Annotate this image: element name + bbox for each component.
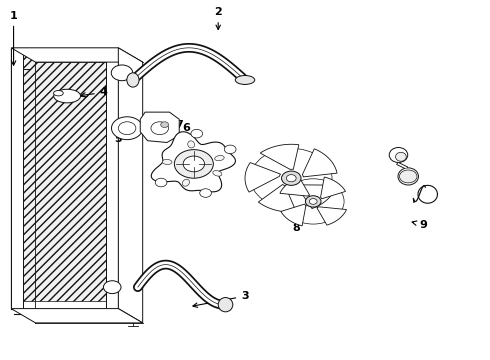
Bar [106,48,118,309]
Ellipse shape [218,297,233,312]
Ellipse shape [54,89,80,103]
Circle shape [103,281,121,294]
Polygon shape [297,185,337,208]
Polygon shape [140,112,179,143]
Ellipse shape [53,90,63,96]
Ellipse shape [389,148,408,162]
Text: 8: 8 [292,211,300,233]
Ellipse shape [215,156,224,161]
Ellipse shape [162,159,172,165]
Text: 4: 4 [81,87,108,98]
Polygon shape [281,204,306,226]
Bar [24,55,106,301]
Circle shape [200,189,212,197]
Polygon shape [11,48,143,62]
Bar [11,48,24,309]
Ellipse shape [213,171,222,176]
Circle shape [183,156,204,172]
Circle shape [282,171,301,185]
Circle shape [174,150,213,178]
Polygon shape [11,309,143,323]
Ellipse shape [182,179,190,186]
Polygon shape [245,163,280,192]
Ellipse shape [398,168,418,185]
Ellipse shape [188,141,195,148]
Ellipse shape [395,152,406,161]
Polygon shape [151,132,235,192]
Polygon shape [317,207,346,225]
Text: 6: 6 [169,123,191,133]
Polygon shape [260,144,299,170]
Circle shape [161,122,169,127]
Polygon shape [258,184,296,212]
Text: 1: 1 [10,11,18,65]
Polygon shape [320,177,345,199]
Circle shape [309,199,317,204]
Circle shape [224,145,236,154]
Text: 3: 3 [193,291,249,307]
Circle shape [111,65,133,81]
Circle shape [287,175,296,182]
Circle shape [112,117,143,140]
Circle shape [191,129,203,138]
Circle shape [399,170,417,183]
Text: 2: 2 [214,7,222,30]
Ellipse shape [127,73,139,87]
Ellipse shape [235,76,255,85]
Text: 5: 5 [115,131,127,144]
Polygon shape [118,48,143,323]
Polygon shape [280,178,310,196]
Circle shape [305,196,321,207]
Text: 9: 9 [412,220,427,230]
Polygon shape [302,149,337,177]
Circle shape [155,178,167,187]
Text: 7: 7 [175,120,187,139]
